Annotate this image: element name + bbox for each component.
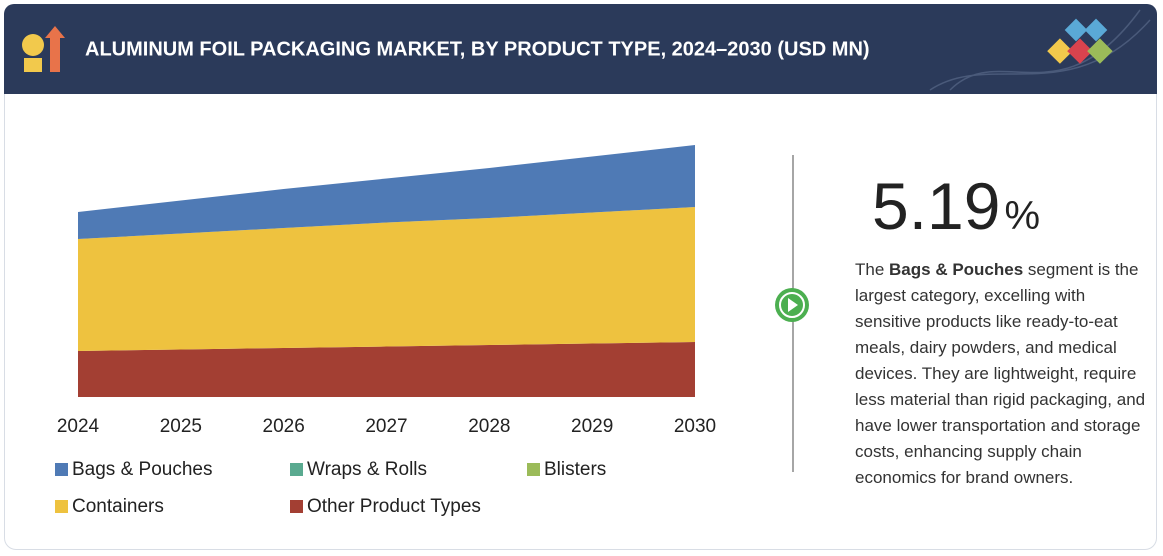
x-tick-label: 2025 [160,416,202,437]
x-tick-label: 2024 [57,416,100,437]
insight-text: The Bags & Pouches segment is the larges… [855,257,1155,491]
header-band-bottom [4,80,1157,94]
arrow-ring [779,292,805,318]
legend-label: Containers [72,496,164,517]
cagr-unit: % [1004,194,1041,238]
x-tick-label: 2026 [263,416,305,437]
cagr-value: 5.19 [872,169,1001,243]
arrow-icon [788,298,798,312]
legend-swatch [290,463,303,476]
text: The [855,260,890,279]
x-tick-label: 2030 [674,416,716,437]
x-tick-label: 2028 [468,416,510,437]
header-icon [24,58,42,72]
legend-label: Bags & Pouches [72,459,212,480]
header-icon [22,34,44,56]
text-bold: Bags & Pouches [889,260,1024,279]
x-tick-label: 2029 [571,416,613,437]
legend-label: Wraps & Rolls [307,459,427,480]
header-band [4,4,1157,94]
x-tick-label: 2027 [365,416,407,437]
chart-title: ALUMINUM FOIL PACKAGING MARKET, BY PRODU… [85,38,870,60]
legend-label: Other Product Types [307,496,481,517]
header-icon [45,26,65,72]
header-deco [949,9,1141,91]
text: segment is the largest category, excelli… [855,260,1146,487]
legend-swatch [55,500,68,513]
area [78,342,695,397]
legend-swatch [527,463,540,476]
header-deco [929,19,1151,91]
area [78,207,695,351]
legend-swatch [290,500,303,513]
cagr: 5.19% [872,168,1040,244]
area [78,145,695,239]
legend-swatch [55,463,68,476]
legend-label: Blisters [544,459,606,480]
